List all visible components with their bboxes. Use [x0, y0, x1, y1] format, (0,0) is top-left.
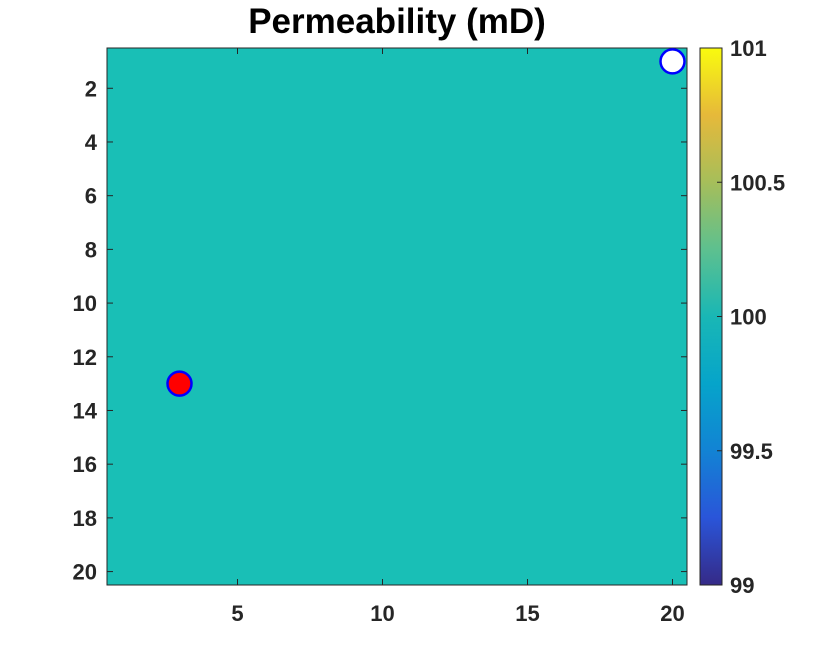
x-tick-label: 20	[660, 601, 684, 626]
x-tick-label: 15	[515, 601, 539, 626]
colorbar-tick-label: 99	[730, 573, 754, 598]
well-markers	[166, 48, 686, 397]
x-axis: 5 10 15 20	[231, 48, 685, 626]
x-tick-label: 10	[370, 601, 394, 626]
colorbar-tick-label: 100	[730, 305, 767, 330]
colorbar-tick-label: 99.5	[730, 439, 773, 464]
well-marker	[659, 48, 686, 75]
y-tick-label: 20	[73, 560, 97, 585]
plot-area	[106, 47, 688, 586]
colorbar-tick-label: 100.5	[730, 170, 785, 195]
y-tick-label: 2	[85, 76, 97, 101]
colorbar-tick-label: 101	[730, 36, 767, 61]
y-tick-label: 12	[73, 345, 97, 370]
well-marker	[166, 370, 193, 397]
chart-title: Permeability (mD)	[248, 2, 546, 41]
x-tick-label: 5	[231, 601, 243, 626]
y-tick-label: 8	[85, 237, 97, 262]
colorbar-axis: 99 99.5 100 100.5 101	[717, 36, 785, 598]
y-tick-label: 4	[85, 130, 98, 155]
y-tick-label: 18	[73, 506, 97, 531]
y-tick-label: 16	[73, 452, 97, 477]
y-axis: 2 4 6 8 10 12 14 16 18 20	[73, 76, 687, 585]
y-tick-label: 10	[73, 291, 97, 316]
y-tick-label: 14	[73, 398, 98, 423]
y-tick-label: 6	[85, 184, 97, 209]
